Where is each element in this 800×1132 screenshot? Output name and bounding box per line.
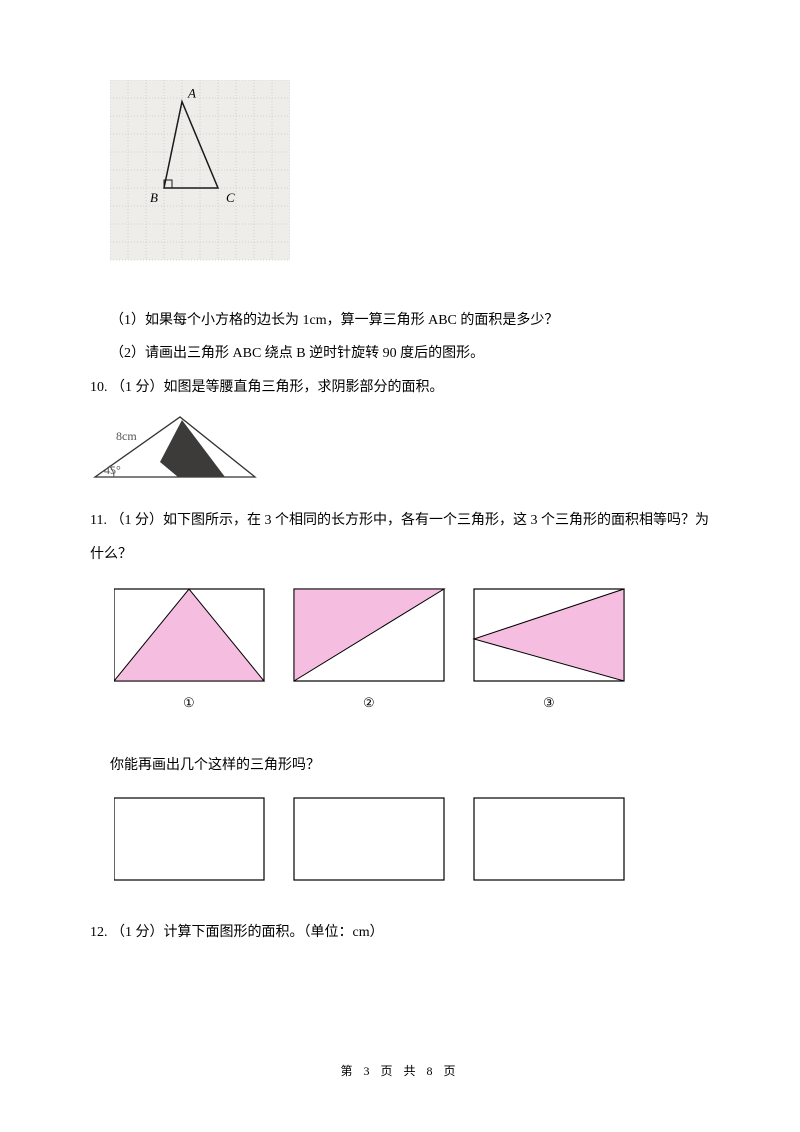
- svg-text:45°: 45°: [104, 463, 121, 477]
- figure-three-rectangles: ① ② ③: [114, 585, 634, 725]
- question-12: 12. （1 分）计算下面图形的面积。（单位：cm）: [90, 916, 710, 950]
- page-footer: 第 3 页 共 8 页: [0, 1057, 800, 1086]
- question-11: 11. （1 分）如下图所示，在 3 个相同的长方形中，各有一个三角形，这 3 …: [90, 504, 710, 571]
- svg-text:①: ①: [183, 695, 195, 710]
- svg-text:C: C: [226, 190, 235, 205]
- svg-text:③: ③: [543, 695, 555, 710]
- figure-triangle-grid: A B C: [110, 80, 290, 270]
- figure-isosceles-triangle: 8cm 45°: [90, 412, 260, 482]
- figure-blank-rectangles: [114, 794, 634, 884]
- sub-question-1: （1）如果每个小方格的边长为 1cm，算一算三角形 ABC 的面积是多少？: [110, 304, 710, 338]
- svg-text:8cm: 8cm: [116, 429, 137, 443]
- question-11b: 你能再画出几个这样的三角形吗？: [110, 749, 710, 783]
- svg-text:B: B: [150, 190, 158, 205]
- svg-text:A: A: [187, 86, 196, 101]
- question-10: 10. （1 分）如图是等腰直角三角形，求阴影部分的面积。: [90, 371, 710, 405]
- svg-text:②: ②: [363, 695, 375, 710]
- sub-question-2: （2）请画出三角形 ABC 绕点 B 逆时针旋转 90 度后的图形。: [110, 337, 710, 371]
